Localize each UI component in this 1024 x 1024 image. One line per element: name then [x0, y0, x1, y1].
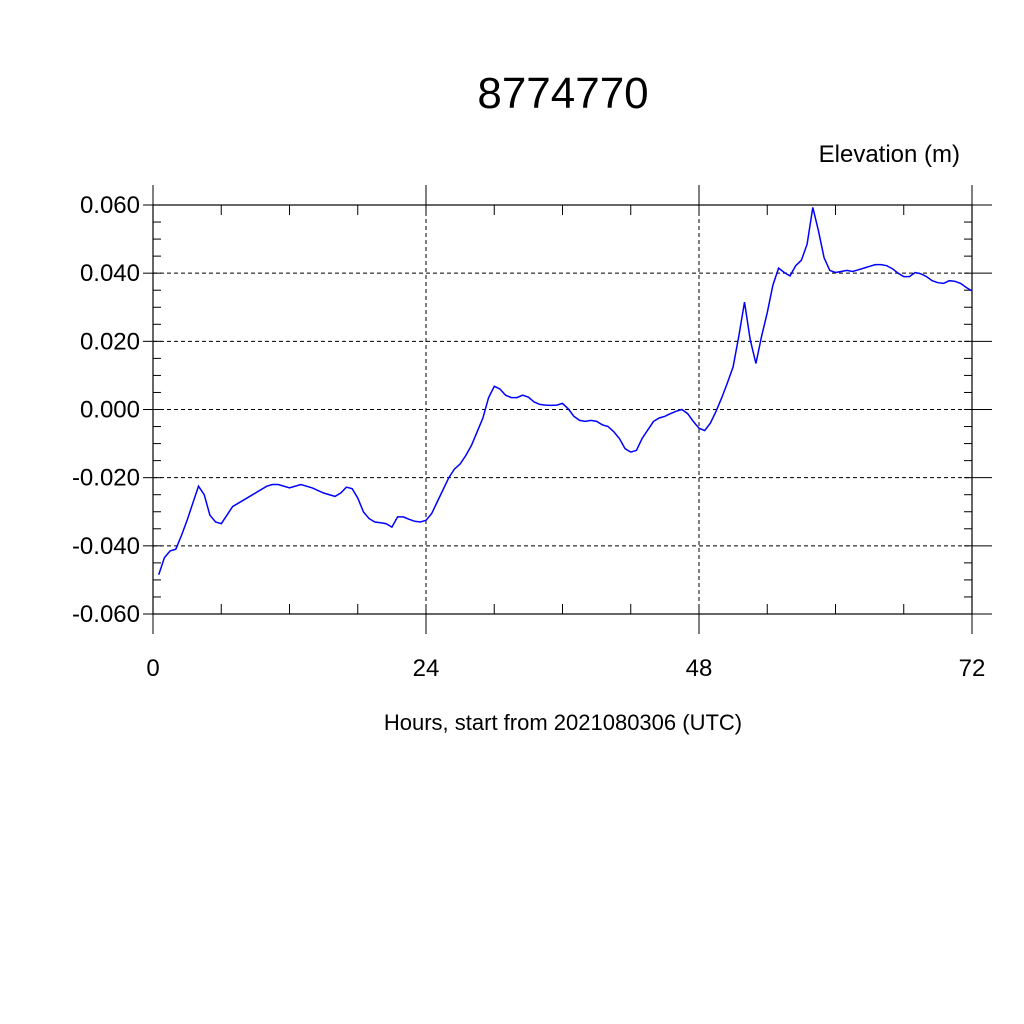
- x-axis-label: Hours, start from 2021080306 (UTC): [384, 710, 742, 735]
- y-tick-label: -0.040: [72, 533, 140, 560]
- x-tick-label: 24: [413, 655, 440, 682]
- y-tick-label: 0.000: [80, 397, 140, 424]
- axis-ticks: [143, 185, 992, 634]
- y-tick-label: 0.020: [80, 328, 140, 355]
- chart-title: 8774770: [477, 69, 648, 118]
- x-tick-label: 72: [959, 655, 986, 682]
- y-tick-label: 0.060: [80, 192, 140, 219]
- x-tick-labels: 0 24 48 72: [146, 655, 985, 682]
- elevation-series-line: [157, 207, 973, 576]
- y-axis-label: Elevation (m): [819, 141, 960, 168]
- y-tick-label: -0.020: [72, 465, 140, 492]
- x-tick-label: 48: [686, 655, 713, 682]
- y-tick-label: 0.040: [80, 260, 140, 287]
- y-tick-label: -0.060: [72, 601, 140, 628]
- y-tick-labels: 0.060 0.040 0.020 0.000 -0.020 -0.040 -0.060: [72, 192, 140, 628]
- x-tick-label: 0: [146, 655, 159, 682]
- grid: [152, 204, 973, 615]
